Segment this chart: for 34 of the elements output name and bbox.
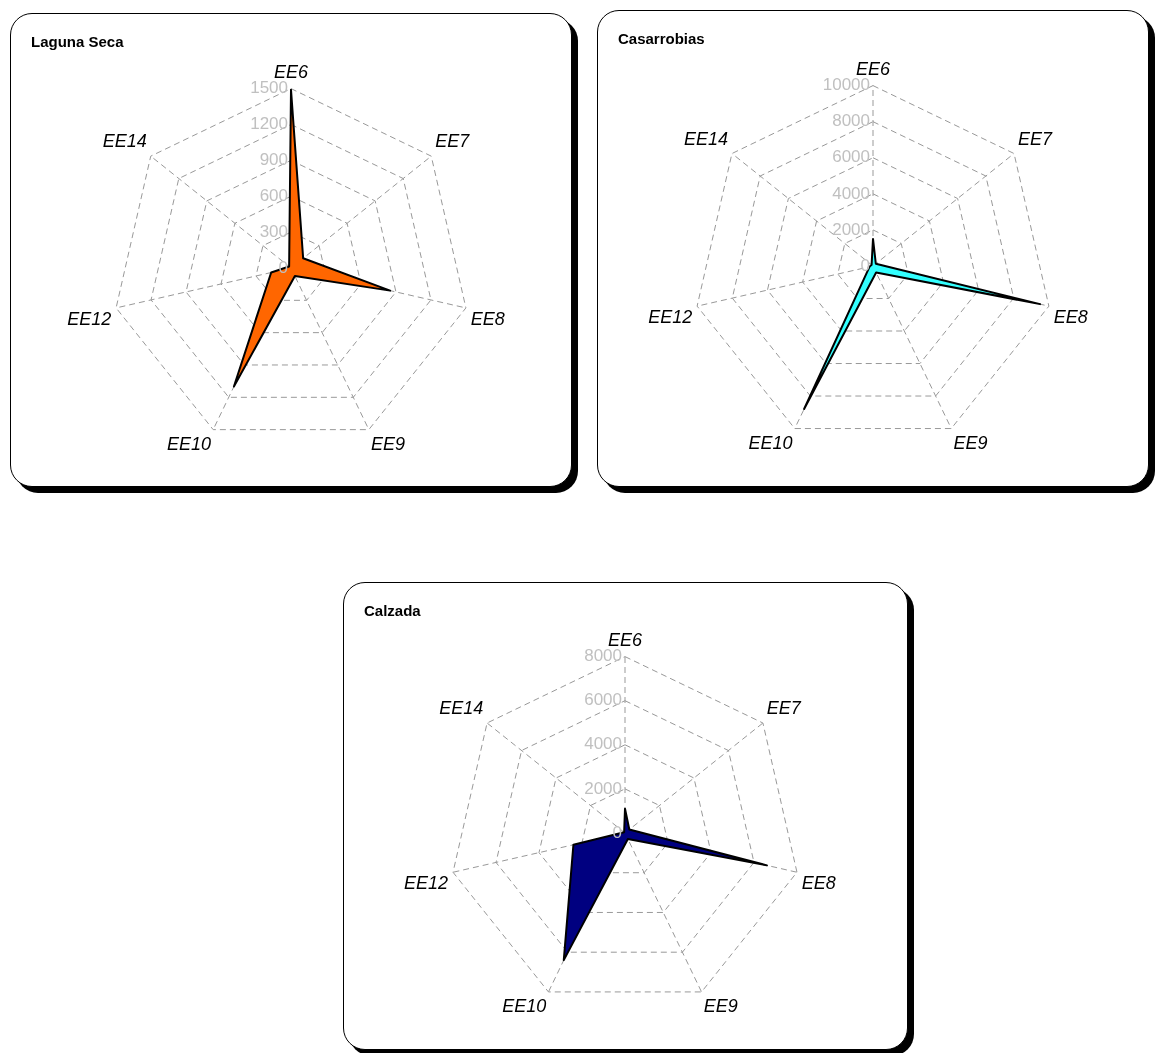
spoke-label: EE9 [703,996,738,1017]
spoke-label: EE10 [502,996,547,1017]
y-tick-label: 300 [259,221,288,241]
y-tick-label: 6000 [584,690,622,710]
y-tick-label: 0 [278,257,288,277]
spoke-label: EE14 [102,131,147,152]
spoke-label: EE9 [371,433,406,454]
chart-title: Laguna Seca [31,33,125,51]
y-tick-label: 0 [612,822,622,842]
y-tick-label: 1200 [250,114,288,134]
spoke-label: EE12 [648,307,693,328]
spoke-label: EE7 [435,131,471,152]
spoke-label: EE7 [1017,128,1053,149]
spoke-label: EE8 [801,873,836,894]
chart-title: Casarrobias [618,30,705,48]
y-tick-label: 600 [259,185,288,205]
y-tick-label: 4000 [584,734,622,754]
spoke-label: EE7 [766,698,802,719]
spoke-label: EE14 [684,128,729,149]
y-tick-label: 900 [259,150,288,170]
y-tick-label: 2000 [584,778,622,798]
chart-title: Calzada [364,602,422,620]
y-tick-label: 2000 [832,219,870,239]
spoke-label: EE8 [1053,307,1088,328]
spoke-label: EE10 [748,432,793,453]
spoke-label: EE12 [67,308,112,329]
y-tick-label: 6000 [832,147,870,167]
spoke-label: EE10 [166,433,211,454]
spoke-label: EE9 [953,432,988,453]
spoke-label: EE14 [439,698,484,719]
y-tick-label: 8000 [832,111,870,131]
y-tick-label: 4000 [832,183,870,203]
spoke-label: EE12 [404,873,449,894]
spoke-label: EE8 [470,308,505,329]
